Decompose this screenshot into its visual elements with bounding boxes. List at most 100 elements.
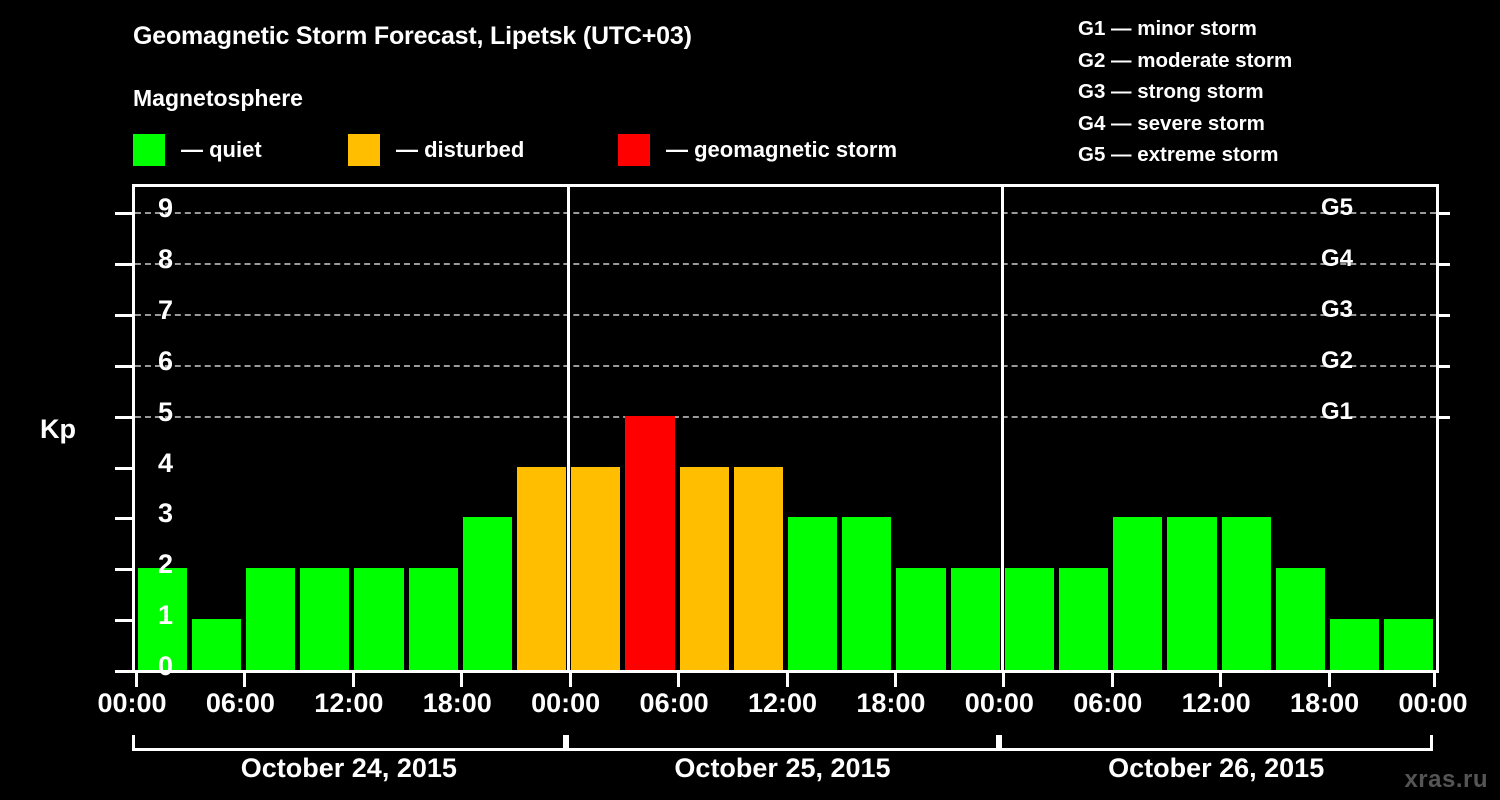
y-tick-label-2: 2 bbox=[157, 549, 173, 580]
gridline-kp-6 bbox=[135, 364, 1436, 367]
y-tick-4 bbox=[115, 466, 135, 470]
y-tick-label-1: 1 bbox=[157, 600, 173, 631]
gridline-kp-7 bbox=[135, 314, 1436, 317]
chart-bars-container bbox=[135, 187, 1436, 670]
x-tick-6 bbox=[785, 673, 789, 687]
gridline-kp-8 bbox=[135, 263, 1436, 266]
g-tick-G5 bbox=[1436, 212, 1450, 216]
g-legend-line-1: G1 — minor storm bbox=[1078, 17, 1257, 40]
g-legend-line-4: G4 — severe storm bbox=[1078, 111, 1265, 135]
x-tick-4 bbox=[568, 673, 572, 687]
y-tick-label-4: 4 bbox=[157, 447, 173, 478]
g-legend-line-3: G3 — strong storm bbox=[1078, 80, 1264, 103]
date-bracket-3 bbox=[999, 735, 1433, 751]
legend-entry-quiet: — quiet bbox=[133, 133, 262, 167]
g-axis-label-G2: G2 bbox=[1321, 346, 1354, 374]
y-tick-label-6: 6 bbox=[157, 345, 173, 376]
day-separator-1 bbox=[567, 187, 571, 670]
bar-kp-9 bbox=[625, 415, 675, 670]
y-tick-5 bbox=[115, 415, 135, 419]
bar-kp-19 bbox=[1167, 517, 1217, 670]
bar-kp-2 bbox=[245, 568, 296, 670]
x-tick-label-2: 12:00 bbox=[314, 688, 384, 718]
y-tick-3 bbox=[115, 517, 135, 521]
g-axis-label-G5: G5 bbox=[1321, 194, 1354, 222]
bar-kp-11 bbox=[733, 466, 783, 670]
x-tick-label-1: 06:00 bbox=[205, 688, 275, 718]
x-tick-9 bbox=[1110, 673, 1114, 687]
bar-kp-14 bbox=[896, 568, 946, 670]
bar-kp-6 bbox=[462, 517, 512, 670]
x-tick-8 bbox=[1002, 673, 1006, 687]
bar-kp-12 bbox=[788, 517, 838, 670]
date-label-3: October 26, 2015 bbox=[1108, 753, 1325, 783]
legend-swatch-disturbed bbox=[348, 134, 380, 166]
y-tick-label-3: 3 bbox=[157, 498, 173, 529]
bar-kp-5 bbox=[408, 568, 458, 670]
g-axis-label-G3: G3 bbox=[1321, 296, 1354, 324]
x-tick-2 bbox=[351, 673, 355, 687]
x-tick-label-4: 00:00 bbox=[531, 688, 601, 718]
x-tick-label-3: 18:00 bbox=[422, 688, 492, 718]
bar-kp-10 bbox=[679, 466, 729, 670]
x-tick-label-6: 12:00 bbox=[747, 688, 818, 718]
g-scale-legend: G1 — minor storm G2 — moderate storm G3 — … bbox=[1078, 13, 1292, 171]
y-tick-1 bbox=[115, 619, 135, 623]
g-legend-line-2: G2 — moderate storm bbox=[1078, 48, 1293, 72]
y-tick-9 bbox=[115, 212, 135, 216]
watermark: xras.ru bbox=[1404, 766, 1488, 793]
date-bracket-1 bbox=[132, 735, 566, 751]
bar-kp-20 bbox=[1221, 517, 1271, 670]
bar-kp-23 bbox=[1384, 619, 1434, 670]
bar-kp-17 bbox=[1059, 568, 1109, 670]
date-bracket-2 bbox=[565, 735, 1000, 751]
bar-kp-16 bbox=[1004, 568, 1055, 670]
g-tick-G3 bbox=[1436, 314, 1450, 318]
x-tick-10 bbox=[1219, 673, 1223, 687]
day-separator-2 bbox=[1000, 187, 1004, 670]
legend-label-storm: — geomagnetic storm bbox=[666, 137, 898, 162]
magnetosphere-section-label: Magnetosphere bbox=[133, 85, 303, 111]
y-tick-label-5: 5 bbox=[157, 396, 173, 427]
g-axis-label-G1: G1 bbox=[1321, 397, 1354, 425]
x-tick-label-8: 00:00 bbox=[964, 688, 1034, 718]
x-tick-label-11: 18:00 bbox=[1290, 688, 1360, 718]
x-tick-label-7: 18:00 bbox=[856, 688, 926, 718]
gridline-kp-9 bbox=[135, 212, 1436, 215]
x-tick-0 bbox=[135, 673, 138, 687]
bar-kp-8 bbox=[571, 466, 621, 670]
legend-label-disturbed: — disturbed bbox=[396, 137, 525, 162]
legend-label-quiet: — quiet bbox=[181, 137, 262, 162]
y-tick-7 bbox=[115, 314, 135, 318]
date-label-2: October 25, 2015 bbox=[674, 753, 891, 783]
g-tick-G1 bbox=[1436, 415, 1450, 419]
bar-kp-1 bbox=[191, 619, 241, 670]
x-tick-label-0: 00:00 bbox=[97, 688, 167, 718]
y-tick-8 bbox=[115, 263, 135, 267]
legend-swatch-storm bbox=[618, 134, 650, 166]
bar-kp-3 bbox=[300, 568, 350, 670]
x-tick-label-9: 06:00 bbox=[1073, 688, 1143, 718]
bar-kp-4 bbox=[354, 568, 404, 670]
g-tick-G4 bbox=[1436, 263, 1450, 267]
x-tick-label-5: 06:00 bbox=[639, 688, 709, 718]
y-tick-label-7: 7 bbox=[157, 295, 173, 326]
bar-kp-0 bbox=[137, 568, 187, 670]
date-label-1: October 24, 2015 bbox=[240, 753, 457, 783]
page-title: Geomagnetic Storm Forecast, Lipetsk (UTC… bbox=[133, 22, 692, 50]
g-tick-G2 bbox=[1436, 364, 1450, 368]
legend-entry-disturbed: — disturbed bbox=[348, 133, 524, 167]
y-tick-2 bbox=[115, 568, 135, 572]
y-tick-label-0: 0 bbox=[157, 651, 173, 681]
x-tick-11 bbox=[1327, 673, 1331, 687]
bar-kp-13 bbox=[842, 517, 892, 670]
x-tick-label-10: 12:00 bbox=[1181, 688, 1251, 718]
x-tick-label-12: 00:00 bbox=[1398, 688, 1468, 718]
x-tick-1 bbox=[243, 673, 247, 687]
x-tick-5 bbox=[677, 673, 681, 687]
g-legend-line-5: G5 — extreme storm bbox=[1078, 143, 1279, 166]
y-axis-title: Kp bbox=[40, 414, 76, 444]
bar-kp-7 bbox=[516, 466, 567, 670]
y-tick-6 bbox=[115, 364, 135, 368]
chart-plot-area bbox=[115, 184, 1450, 687]
